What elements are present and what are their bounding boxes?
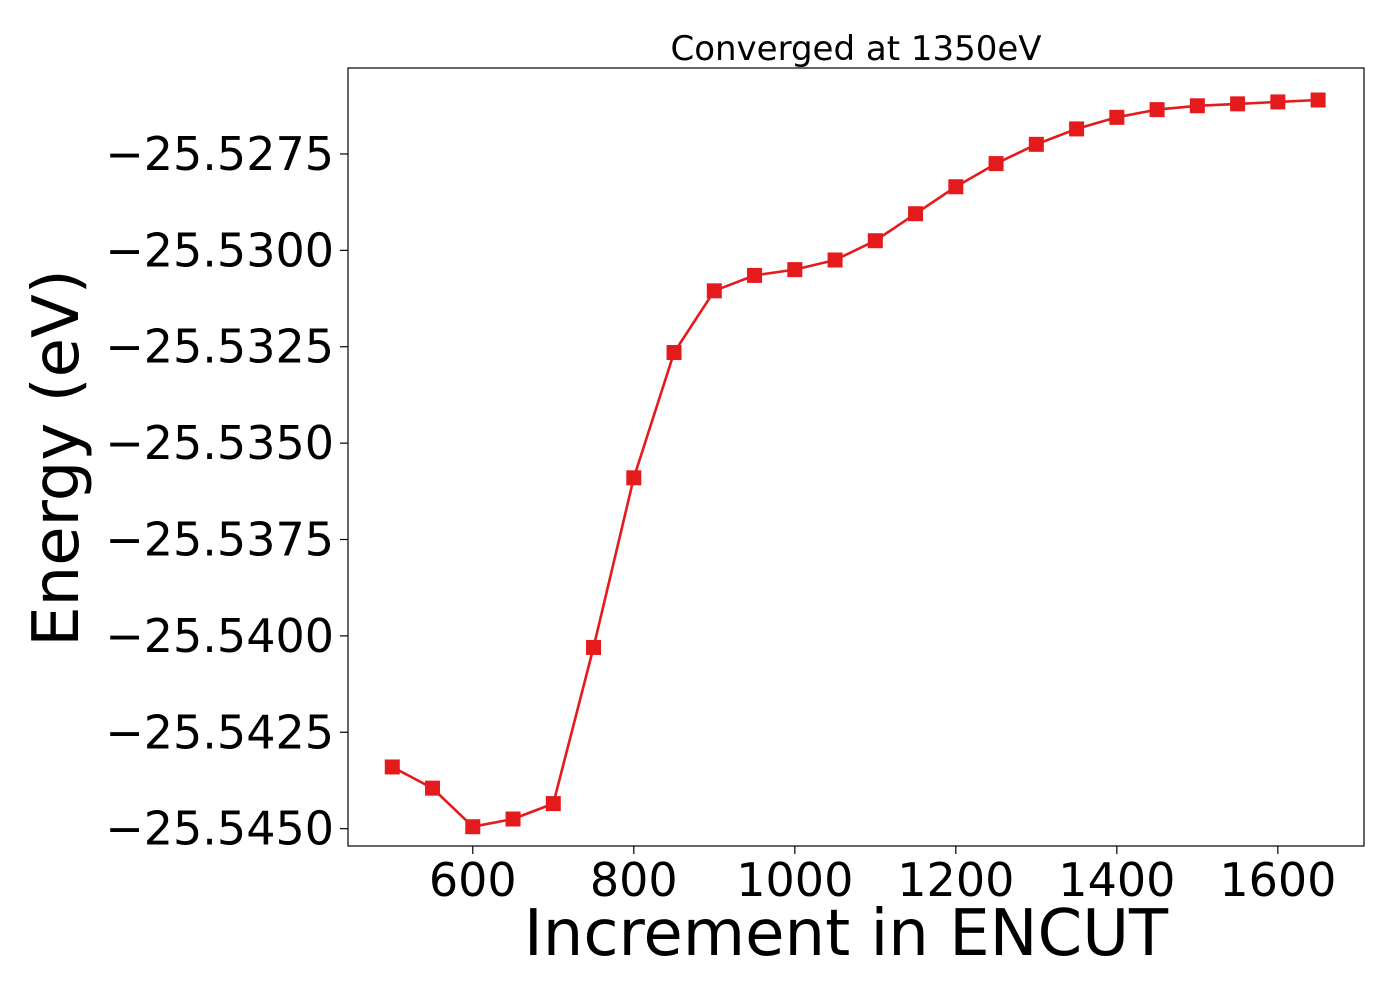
data-point-marker: [1189, 98, 1205, 114]
data-point-marker: [827, 252, 843, 268]
y-tick-label: −25.5425: [105, 705, 334, 759]
x-axis-label: Increment in ENCUT: [524, 897, 1169, 971]
data-point-marker: [425, 780, 441, 796]
data-point-marker: [1028, 136, 1044, 152]
x-tick-label: 1600: [1219, 853, 1336, 907]
x-tick-label: 800: [590, 853, 678, 907]
data-point-marker: [747, 267, 763, 283]
y-axis-label: Energy (eV): [20, 269, 94, 647]
y-tick-label: −25.5325: [105, 320, 334, 374]
y-tick-label: −25.5375: [105, 513, 334, 567]
data-point-marker: [787, 262, 803, 278]
x-tick-label: 1400: [1058, 853, 1175, 907]
data-point-marker: [1149, 102, 1165, 118]
data-point-marker: [1109, 109, 1125, 125]
data-point-marker: [545, 796, 561, 812]
data-point-marker: [586, 639, 602, 655]
y-tick-label: −25.5300: [105, 223, 334, 277]
data-point-marker: [384, 759, 400, 775]
data-point-marker: [1230, 96, 1246, 112]
data-point-marker: [988, 156, 1004, 172]
data-point-marker: [706, 283, 722, 299]
chart-title: Converged at 1350eV: [670, 29, 1041, 69]
data-point-marker: [626, 470, 642, 486]
plot-frame: [347, 67, 1365, 847]
data-point-marker: [867, 233, 883, 249]
plot-layer: 600 800 1000 1200 1400 1600 −25.5275 −25.5300 −2…: [105, 67, 1365, 907]
data-point-marker: [666, 345, 682, 361]
y-tick-label: −25.5275: [105, 127, 334, 181]
y-tick-label: −25.5400: [105, 609, 334, 663]
data-point-marker: [948, 179, 964, 195]
data-point-marker: [465, 819, 481, 835]
data-point-marker: [1270, 94, 1286, 110]
x-tick-label: 1000: [736, 853, 853, 907]
y-tick-label: −25.5450: [105, 802, 334, 856]
data-point-marker: [505, 811, 521, 827]
x-tick-label: 600: [429, 853, 517, 907]
x-tick-label: 1200: [897, 853, 1014, 907]
data-point-marker: [908, 206, 924, 222]
y-tick-label: −25.5350: [105, 416, 334, 470]
series-line: [391, 98, 1319, 829]
data-point-marker: [1069, 121, 1085, 137]
data-point-marker: [1310, 92, 1326, 108]
